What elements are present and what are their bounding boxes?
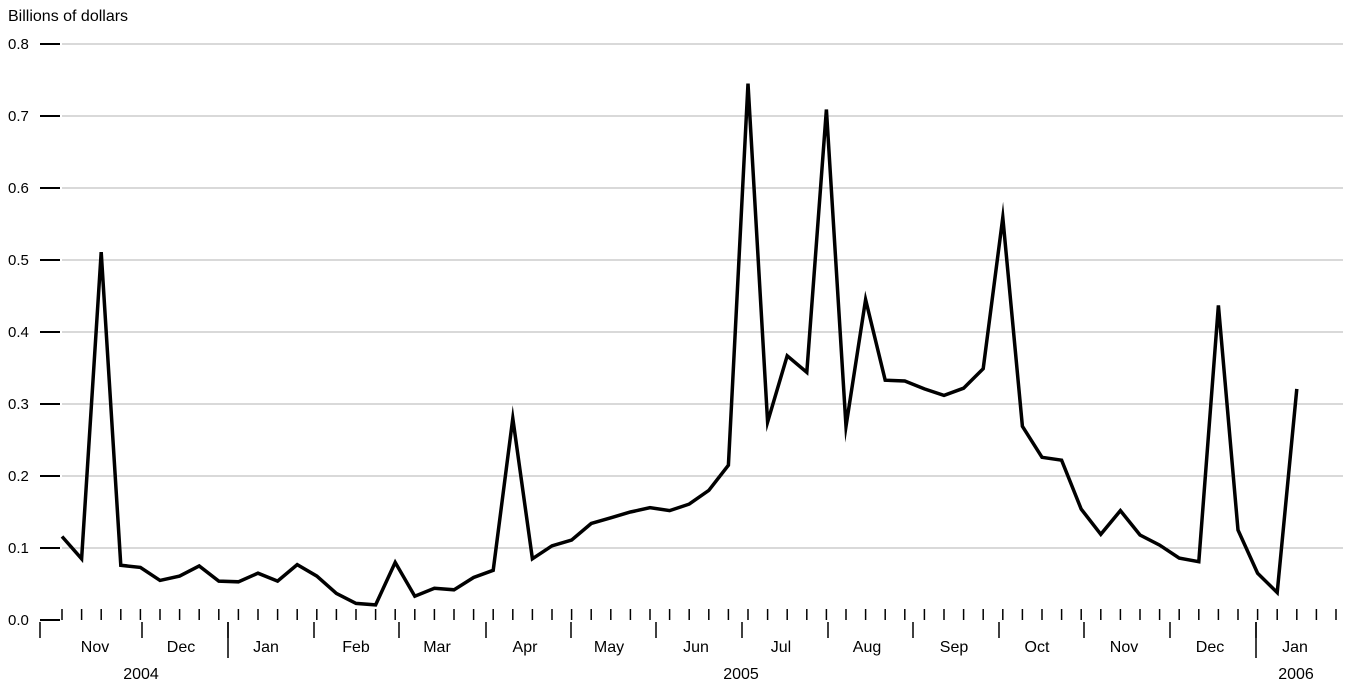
x-month-label: Jan [1282,639,1308,656]
x-month-label: Dec [1196,639,1224,656]
series-line [60,83,1299,607]
y-tick-label: 0.0 [8,612,29,629]
x-year-label: 2005 [723,666,759,683]
x-month-label: Dec [167,639,195,656]
y-tick-label: 0.5 [8,252,29,269]
y-tick-label: 0.3 [8,396,29,413]
x-month-label: Feb [342,639,370,656]
y-axis-unit-label: Billions of dollars [8,8,129,25]
x-month-label: Oct [1025,639,1050,656]
x-month-label: Sep [940,639,969,656]
y-tick-label: 0.2 [8,468,29,485]
x-month-label: Nov [1110,639,1138,656]
x-month-label: May [594,639,624,656]
x-month-label: Nov [81,639,109,656]
x-month-label: Jan [253,639,279,656]
y-tick-label: 0.6 [8,180,29,197]
x-year-label: 2004 [123,666,159,683]
x-month-label: Jul [771,639,791,656]
y-tick-label: 0.8 [8,36,29,53]
y-tick-label: 0.7 [8,108,29,125]
x-year-label: 2006 [1278,666,1314,683]
y-tick-label: 0.1 [8,540,29,557]
y-tick-label: 0.4 [8,324,29,341]
x-month-label: Jun [683,639,709,656]
x-month-label: Mar [423,639,451,656]
x-month-label: Aug [853,639,881,656]
x-month-label: Apr [513,639,539,656]
